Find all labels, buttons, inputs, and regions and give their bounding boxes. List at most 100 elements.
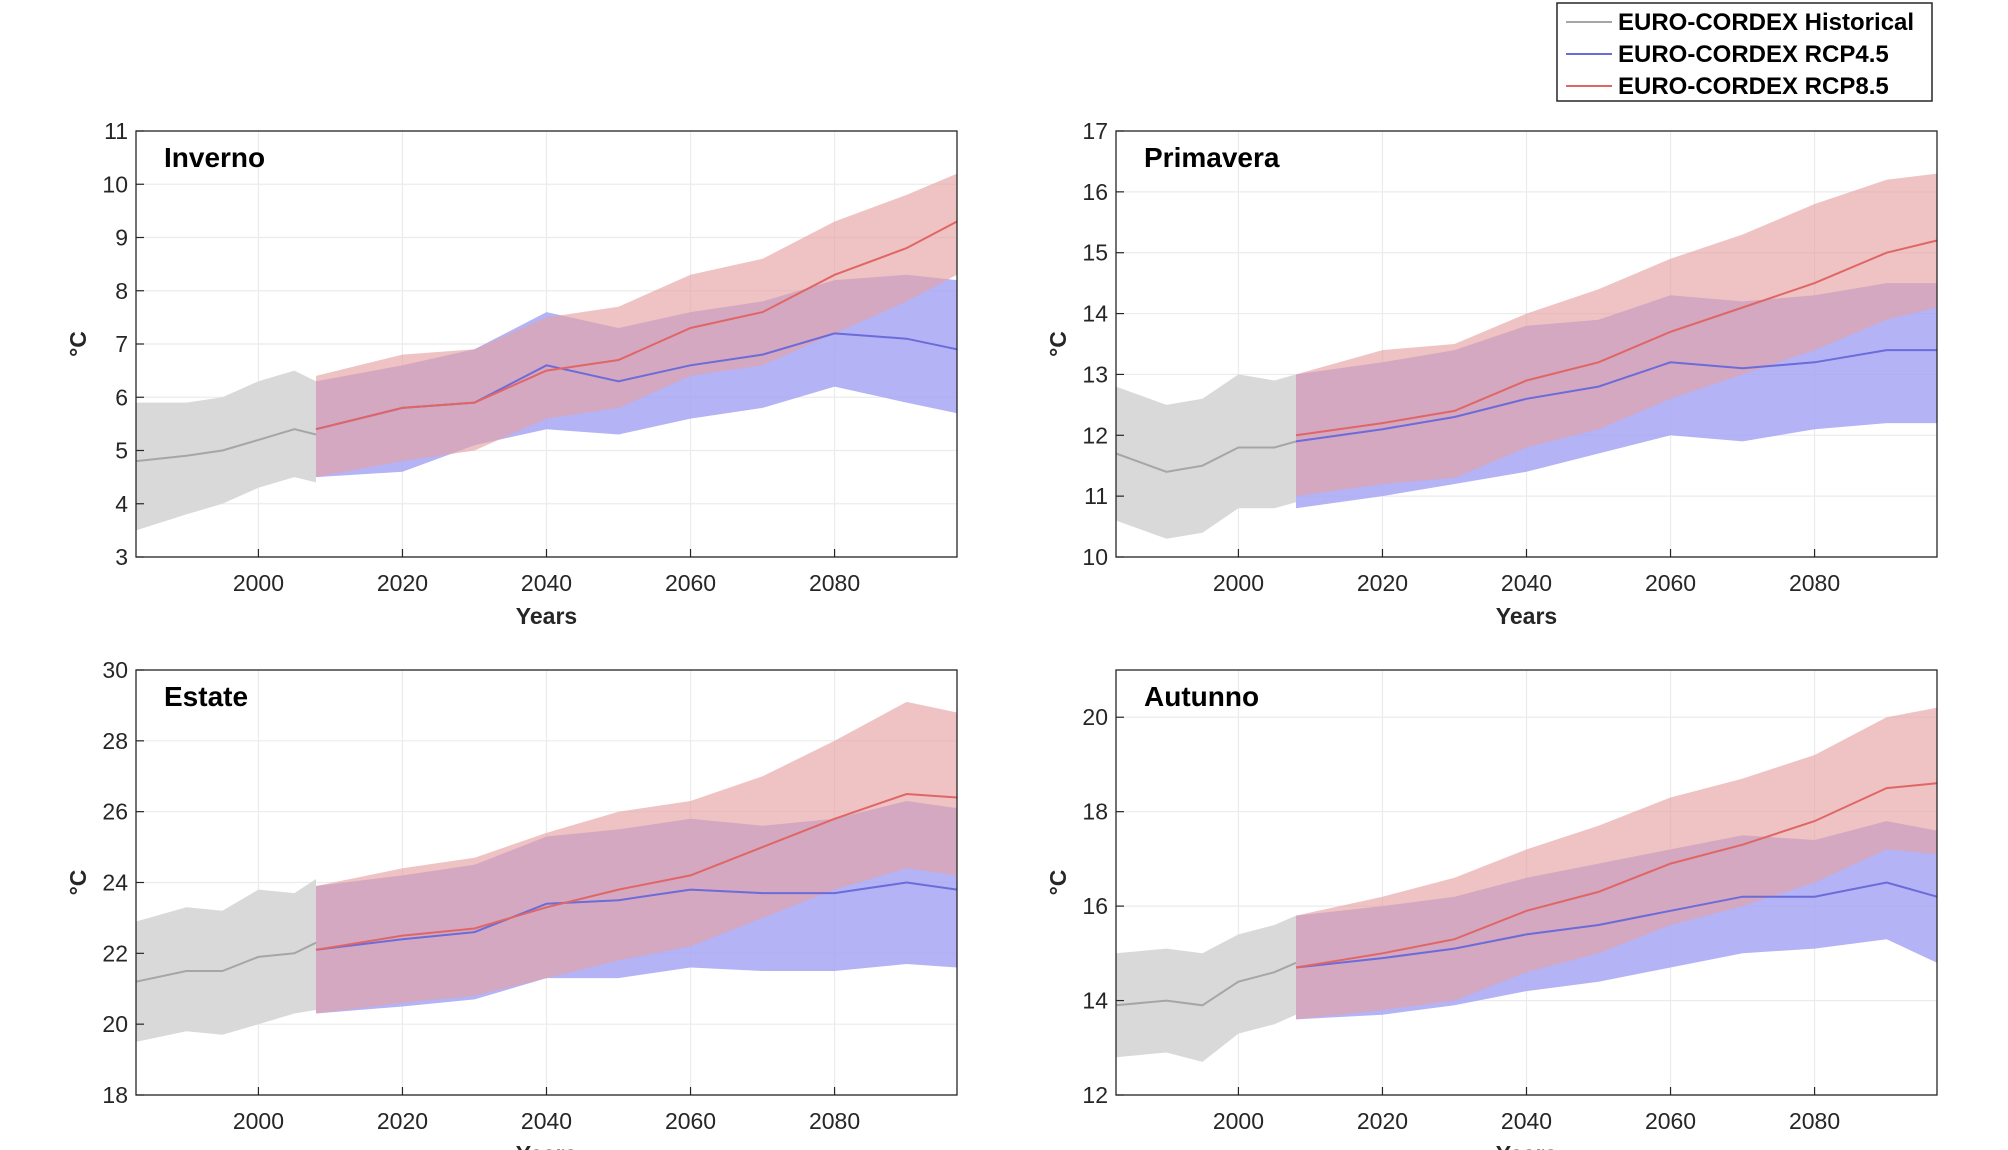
historical-band — [1116, 915, 1296, 1062]
y-tick-label: 16 — [1082, 179, 1108, 205]
rcp85-mean-line — [1295, 782, 1938, 969]
panel-primavera: 2000 2020 2040 2060 2080 10 11 12 13 14 15 16 17 Year… — [1045, 118, 1938, 629]
rcp85-band — [1296, 173, 1937, 497]
historical-mean-line — [1115, 961, 1297, 1007]
y-tick-label: 18 — [1082, 799, 1108, 825]
y-axis: 10 11 12 13 14 15 16 17 — [1082, 118, 1124, 570]
panel-estate: 2000 2020 2040 2060 2080 18 20 22 24 26 28 30 Years °… — [65, 657, 958, 1150]
legend-label: EURO-CORDEX RCP4.5 — [1618, 41, 1889, 68]
panel-title: Inverno — [164, 142, 265, 173]
y-tick-label: 24 — [102, 870, 128, 896]
historical-band — [1116, 374, 1296, 539]
x-tick-label: 2020 — [377, 570, 428, 596]
y-axis: 18 20 22 24 26 28 30 — [102, 657, 144, 1108]
panel-title: Autunno — [1144, 681, 1259, 712]
panel-inverno: 2000 2020 2040 2060 2080 3 4 5 6 7 8 9 10 11 Years °C In… — [65, 118, 958, 629]
y-tick-label: 16 — [1082, 893, 1108, 919]
rcp85-mean-line — [315, 792, 958, 951]
x-tick-label: 2020 — [377, 1108, 428, 1134]
y-tick-label: 20 — [1082, 704, 1108, 730]
x-axis-label: Years — [516, 603, 577, 629]
x-axis: 2000 2020 2040 2060 2080 — [233, 1087, 860, 1134]
legend-label: EURO-CORDEX RCP8.5 — [1618, 73, 1889, 100]
y-tick-label: 15 — [1082, 240, 1108, 266]
x-tick-label: 2040 — [1501, 1108, 1552, 1134]
panel-title: Estate — [164, 681, 248, 712]
historical-mean-line — [135, 941, 317, 983]
legend-entry-rcp45: EURO-CORDEX RCP4.5 — [1566, 41, 1889, 68]
x-tick-label: 2000 — [233, 570, 284, 596]
rcp85-band — [1296, 707, 1937, 1020]
y-tick-label: 4 — [115, 491, 128, 517]
y-tick-label: 10 — [1082, 544, 1108, 570]
x-axis: 2000 2020 2040 2060 2080 — [1213, 1087, 1840, 1134]
y-tick-label: 26 — [102, 799, 128, 825]
x-tick-label: 2080 — [1789, 570, 1840, 596]
y-axis-label: °C — [65, 331, 91, 357]
y-axis-label: °C — [1045, 331, 1071, 357]
y-tick-label: 30 — [102, 657, 128, 683]
y-axis: 12 14 16 18 20 — [1082, 704, 1124, 1108]
x-tick-label: 2060 — [1645, 570, 1696, 596]
y-tick-label: 7 — [115, 331, 128, 357]
y-tick-label: 22 — [102, 940, 128, 966]
y-tick-label: 12 — [1082, 422, 1108, 448]
y-tick-label: 9 — [115, 225, 128, 251]
y-tick-label: 18 — [102, 1082, 128, 1108]
rcp45-mean-line — [1295, 881, 1938, 969]
historical-mean-line — [1115, 440, 1297, 473]
x-tick-label: 2060 — [1645, 1108, 1696, 1134]
x-tick-label: 2020 — [1357, 1108, 1408, 1134]
rcp85-mean-line — [315, 220, 958, 431]
rcp85-mean-line — [1295, 239, 1938, 437]
x-axis: 2000 2020 2040 2060 2080 — [1213, 549, 1840, 596]
legend-box — [1556, 2, 1933, 102]
legend-entry-rcp85: EURO-CORDEX RCP8.5 — [1566, 73, 1889, 100]
x-tick-label: 2020 — [1357, 570, 1408, 596]
rcp45-mean-line — [1295, 349, 1937, 443]
y-tick-label: 6 — [115, 384, 128, 410]
x-axis-label: Years — [1496, 603, 1557, 629]
x-tick-label: 2040 — [521, 570, 572, 596]
panel-autunno: 2000 2020 2040 2060 2080 12 14 16 18 20 Years °C Aut… — [1045, 669, 1938, 1150]
x-tick-label: 2080 — [809, 570, 860, 596]
y-tick-label: 3 — [115, 544, 128, 570]
y-tick-label: 20 — [102, 1011, 128, 1037]
panel-title: Primavera — [1144, 142, 1280, 173]
x-tick-label: 2040 — [521, 1108, 572, 1134]
legend-label: EURO-CORDEX Historical — [1618, 9, 1914, 36]
rcp45-mean-line — [315, 881, 958, 951]
legend-entry-historical: EURO-CORDEX Historical — [1566, 9, 1914, 36]
x-tick-label: 2040 — [1501, 570, 1552, 596]
x-tick-label: 2060 — [665, 570, 716, 596]
rcp85-band — [316, 701, 957, 1014]
x-tick-label: 2060 — [665, 1108, 716, 1134]
x-tick-label: 2080 — [1789, 1108, 1840, 1134]
x-tick-label: 2000 — [1213, 1108, 1264, 1134]
legend: EURO-CORDEX Historical EURO-CORDEX RCP4.5… — [1556, 2, 1933, 102]
y-tick-label: 11 — [104, 118, 128, 144]
historical-band — [136, 370, 316, 531]
x-tick-label: 2080 — [809, 1108, 860, 1134]
x-axis: 2000 2020 2040 2060 2080 — [233, 549, 860, 596]
y-tick-label: 11 — [1084, 483, 1108, 509]
y-tick-label: 17 — [1082, 118, 1108, 144]
y-tick-label: 5 — [115, 438, 128, 464]
y-axis: 3 4 5 6 7 8 9 10 11 — [102, 118, 144, 570]
x-axis-label: Years — [516, 1141, 577, 1150]
y-tick-label: 14 — [1082, 301, 1108, 327]
x-axis-label: Years — [1496, 1141, 1557, 1150]
historical-mean-line — [135, 428, 317, 463]
x-tick-label: 2000 — [1213, 570, 1264, 596]
historical-band — [136, 879, 316, 1042]
x-tick-label: 2000 — [233, 1108, 284, 1134]
y-tick-label: 12 — [1082, 1082, 1108, 1108]
y-tick-label: 8 — [115, 278, 128, 304]
y-axis-label: °C — [65, 870, 91, 896]
y-tick-label: 13 — [1082, 361, 1108, 387]
y-tick-label: 14 — [1082, 988, 1108, 1014]
y-tick-label: 28 — [102, 728, 128, 754]
y-axis-label: °C — [1045, 870, 1071, 896]
y-tick-label: 10 — [102, 171, 128, 197]
